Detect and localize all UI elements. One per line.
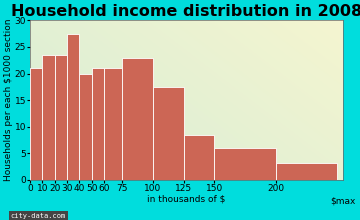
Bar [67,34,79,180]
Text: city-data.com: city-data.com [11,213,66,219]
Bar [153,87,184,180]
X-axis label: in thousands of $: in thousands of $ [148,194,226,204]
Title: Household income distribution in 2008: Household income distribution in 2008 [11,4,360,19]
Bar [55,55,67,180]
Bar [214,148,276,180]
Bar [104,68,122,180]
Bar [42,55,55,180]
Text: $max: $max [330,197,356,206]
Bar [91,68,104,180]
Bar [79,73,91,180]
Y-axis label: Households per each $1000 section: Households per each $1000 section [4,19,13,181]
Bar [30,68,42,180]
Bar [276,163,337,180]
Bar [184,135,214,180]
Bar [122,58,153,180]
